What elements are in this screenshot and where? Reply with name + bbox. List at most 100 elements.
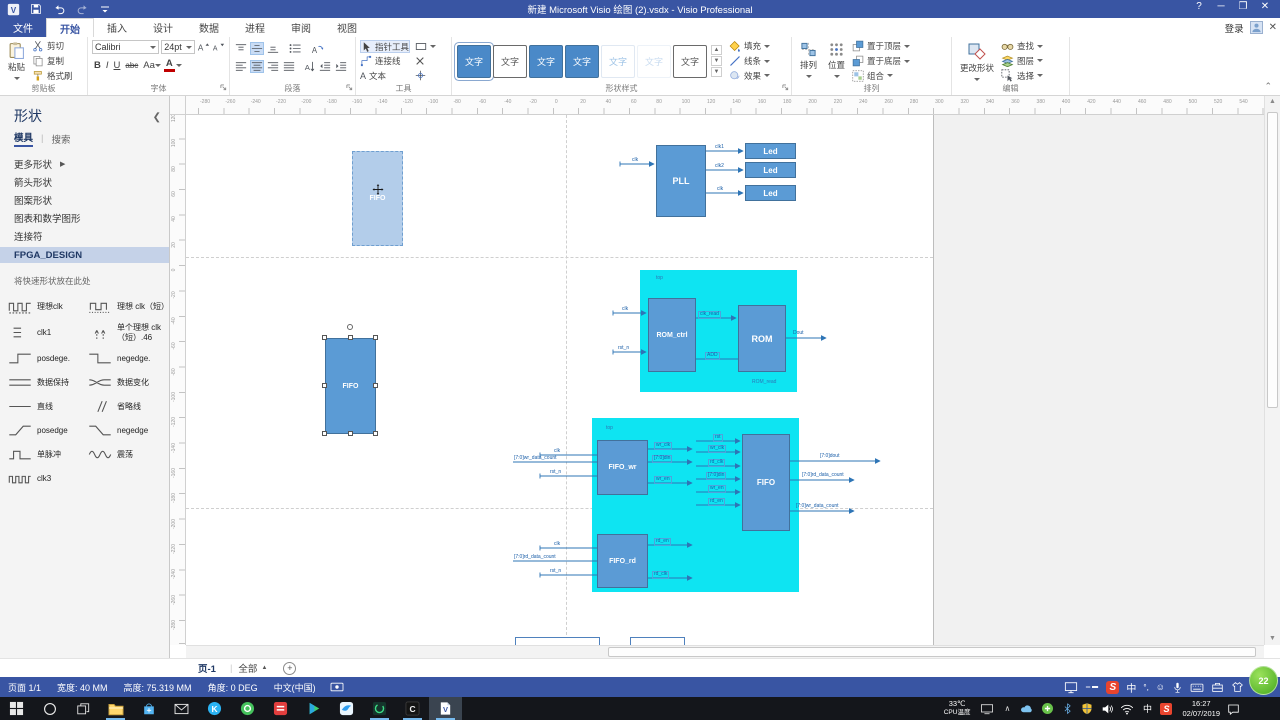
ime-keyboard-icon[interactable] <box>1190 682 1204 693</box>
tab-开始[interactable]: 开始 <box>46 18 94 37</box>
gallery-up-icon[interactable]: ▲ <box>711 45 722 55</box>
taskbar-camtasia-icon[interactable] <box>363 697 396 720</box>
status-field-5[interactable]: 中文(中国) <box>273 682 316 693</box>
fifo-shape-selected[interactable]: FIFO <box>325 338 376 434</box>
status-field-2[interactable]: 宽度: 40 MM <box>57 682 108 693</box>
paste-button[interactable]: 粘贴 <box>4 40 29 82</box>
stencil-shape-single-pulse[interactable]: 单脉冲 <box>8 447 88 462</box>
taskbar-visio-icon[interactable]: V <box>429 697 462 720</box>
layers-button[interactable]: 图层 <box>1001 55 1044 68</box>
tab-插入[interactable]: 插入 <box>107 24 127 35</box>
tray-network-icon[interactable] <box>1120 703 1134 715</box>
stencil-fpga-design[interactable]: FPGA_DESIGN <box>0 247 169 263</box>
change-shape-button[interactable]: 更改形状 <box>956 40 998 82</box>
find-button[interactable]: 查找 <box>1001 40 1044 53</box>
taskbar-app-c-icon[interactable]: C <box>396 697 429 720</box>
stencil-shape-posedge[interactable]: posedge <box>8 423 88 438</box>
visio-logo-icon[interactable]: V <box>6 2 20 16</box>
fifo-rd-block[interactable]: FIFO_rd <box>597 534 648 588</box>
help-button[interactable]: ? <box>1196 1 1202 12</box>
select-button[interactable]: 选择 <box>1001 69 1044 82</box>
rotation-handle[interactable] <box>347 324 353 330</box>
bold-button[interactable]: B <box>94 59 101 71</box>
partial-shape-1[interactable] <box>515 637 600 645</box>
style-gallery-item[interactable]: 文字 <box>493 44 527 78</box>
tray-bluetooth-icon[interactable] <box>1060 702 1074 715</box>
connector-tool-button[interactable]: 连接线 <box>360 55 410 68</box>
align-objects-button[interactable]: 排列 <box>796 40 821 82</box>
taskbar-task-view-icon[interactable] <box>66 697 99 720</box>
tray-volume-icon[interactable] <box>1100 703 1114 715</box>
connection-point-tool-button[interactable] <box>415 69 436 82</box>
taskbar-cortana-icon[interactable] <box>33 697 66 720</box>
style-gallery-item[interactable]: 文字 <box>601 44 635 78</box>
tray-sogou-icon[interactable]: S <box>1160 702 1173 715</box>
ime-mode-chinese[interactable]: 中 <box>1126 683 1137 695</box>
tray-cloud-icon[interactable] <box>1020 703 1034 714</box>
rom-ctrl-block[interactable]: ROM_ctrl <box>648 298 696 372</box>
undo-icon[interactable] <box>52 2 66 16</box>
font-dialog-launcher-icon[interactable] <box>220 83 227 93</box>
fill-button[interactable]: 填充 <box>729 40 771 53</box>
close-button[interactable]: ✕ <box>1260 1 1270 12</box>
stencil-shape-clk1[interactable]: clk1 <box>8 323 88 342</box>
stencil-section-5[interactable]: 连接符 <box>14 232 43 243</box>
stencil-section-2[interactable]: 箭头形状 <box>14 178 53 189</box>
tray-safety-plus-icon[interactable] <box>1040 702 1054 715</box>
align-right-button[interactable] <box>266 60 280 73</box>
font-color-button[interactable]: A <box>163 58 175 72</box>
align-bottom-button[interactable] <box>266 42 280 55</box>
action-center-icon[interactable] <box>1226 703 1240 715</box>
copy-button[interactable]: 复制 <box>32 55 73 68</box>
taskbar-store-icon[interactable] <box>132 697 165 720</box>
page-tab[interactable]: 页-1 <box>198 664 216 675</box>
taskbar-bird-app-icon[interactable] <box>330 697 363 720</box>
bullets-button[interactable] <box>288 42 302 55</box>
font-size-select[interactable]: 24pt <box>161 40 195 54</box>
vertical-scroll-thumb[interactable] <box>1267 112 1278 408</box>
vertical-text-button[interactable]: A <box>302 60 316 73</box>
style-gallery-item[interactable]: 文字 <box>457 44 491 78</box>
selection-handle[interactable] <box>347 335 353 340</box>
tray-defender-icon[interactable] <box>1080 702 1094 715</box>
align-middle-button[interactable] <box>250 42 264 55</box>
underline-button[interactable]: U <box>113 59 121 71</box>
decrease-indent-button[interactable] <box>318 60 332 73</box>
style-gallery-item[interactable]: 文字 <box>637 44 671 78</box>
tab-进程[interactable]: 进程 <box>245 24 265 35</box>
stencil-shape-ringing[interactable]: 震荡 <box>88 447 169 462</box>
align-top-button[interactable] <box>234 42 248 55</box>
stencil-shape-negedge-step[interactable]: negedge. <box>88 351 169 366</box>
pointer-tool-button[interactable]: 指针工具 <box>360 40 411 53</box>
selection-handle[interactable] <box>373 335 378 340</box>
sogou-logo-icon[interactable]: S <box>1106 680 1120 694</box>
stencil-section-1[interactable]: 更多形状 ▶ <box>14 160 66 171</box>
line-button[interactable]: 线条 <box>729 55 771 68</box>
speedup-ball[interactable]: 22 <box>1249 666 1278 695</box>
tab-设计[interactable]: 设计 <box>153 24 173 35</box>
tray-ime-zh-icon[interactable]: 中 <box>1142 704 1152 714</box>
paragraph-dialog-launcher-icon[interactable] <box>346 83 353 93</box>
styles-dialog-launcher-icon[interactable] <box>782 83 789 93</box>
macro-record-icon[interactable] <box>330 681 344 693</box>
tab-search[interactable]: 搜索 <box>51 134 71 146</box>
collapse-ribbon-icon[interactable]: ⌃ <box>1264 81 1272 91</box>
stencil-shape-clk3[interactable]: clk3 <box>8 471 88 486</box>
taskbar-browser-360-icon[interactable] <box>231 697 264 720</box>
save-icon[interactable] <box>29 2 43 16</box>
taskbar-video-player-icon[interactable] <box>297 697 330 720</box>
status-field-4[interactable]: 角度: 0 DEG <box>207 682 258 693</box>
vertical-scrollbar[interactable]: ▲ ▼ <box>1264 96 1280 645</box>
stencil-shape-single-ideal-clk[interactable]: 单个理想 clk（短）.46 <box>88 323 169 342</box>
horizontal-scroll-thumb[interactable] <box>608 647 1256 657</box>
selection-handle[interactable] <box>322 335 327 340</box>
ime-emoji-icon[interactable]: ☺ <box>1155 682 1165 692</box>
ime-skin-icon[interactable] <box>1231 681 1244 693</box>
stencil-shape-ideal-clk[interactable]: 理想clk <box>8 299 88 314</box>
style-gallery-item[interactable]: 文字 <box>673 44 707 78</box>
tab-视图[interactable]: 视图 <box>337 24 357 35</box>
all-pages-button[interactable]: 全部 ▲ <box>238 664 268 675</box>
close-document-icon[interactable]: ✕ <box>1268 22 1277 33</box>
scroll-down-icon[interactable]: ▼ <box>1269 635 1276 642</box>
group-button[interactable]: 组合 <box>852 69 910 82</box>
